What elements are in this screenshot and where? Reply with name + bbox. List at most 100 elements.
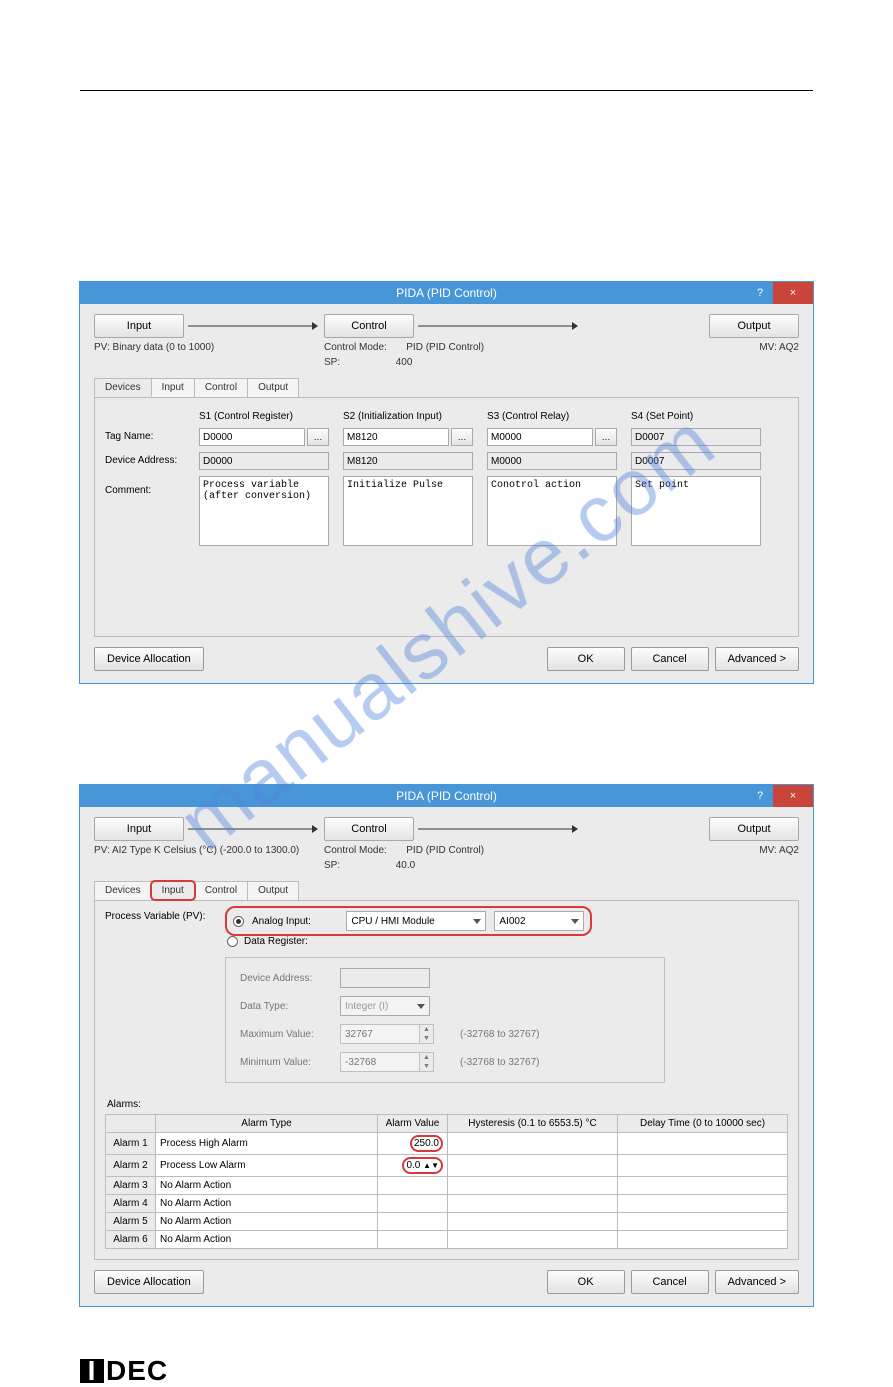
alarm-value-cell[interactable] (378, 1213, 448, 1231)
alarm-value-cell[interactable]: 250.0 (378, 1133, 448, 1155)
s2-browse-button[interactable]: … (451, 428, 473, 446)
alarm-hyst-cell[interactable] (448, 1213, 618, 1231)
devaddr-label: Device Address: (105, 452, 185, 466)
output-nav-button[interactable]: Output (709, 817, 799, 841)
alarm-delay-cell[interactable] (618, 1213, 788, 1231)
table-row[interactable]: Alarm 4 No Alarm Action (106, 1195, 788, 1213)
alarm-row-num: Alarm 1 (106, 1133, 156, 1155)
ok-button[interactable]: OK (547, 647, 625, 671)
tab-output[interactable]: Output (247, 881, 299, 900)
max-value-label: Maximum Value: (240, 1029, 340, 1040)
analog-input-label: Analog Input: (252, 916, 311, 927)
alarm-row-num: Alarm 2 (106, 1155, 156, 1177)
table-row[interactable]: Alarm 5 No Alarm Action (106, 1213, 788, 1231)
alarm-type-cell[interactable]: No Alarm Action (156, 1231, 378, 1249)
min-range: (-32768 to 32767) (460, 1057, 610, 1068)
alarm-type-cell[interactable]: Process High Alarm (156, 1133, 378, 1155)
control-nav-button[interactable]: Control (324, 817, 414, 841)
arrow-icon (188, 825, 318, 833)
s2-comment[interactable]: Initialize Pulse (343, 476, 473, 546)
device-allocation-button[interactable]: Device Allocation (94, 647, 204, 671)
sp-value: 40.0 (396, 860, 415, 871)
col-s3: S3 (Control Relay) (487, 408, 617, 422)
table-row[interactable]: Alarm 6 No Alarm Action (106, 1231, 788, 1249)
ok-button[interactable]: OK (547, 1270, 625, 1294)
comment-label: Comment: (105, 482, 185, 496)
alarm-value-cell[interactable]: 0.0 ▲▼ (378, 1155, 448, 1177)
alarm-hyst-cell[interactable] (448, 1195, 618, 1213)
alarm-delay-cell[interactable] (618, 1177, 788, 1195)
cancel-button[interactable]: Cancel (631, 647, 709, 671)
alarm-delay-cell[interactable] (618, 1195, 788, 1213)
titlebar: PIDA (PID Control) ? × (80, 282, 813, 304)
tab-control[interactable]: Control (194, 881, 248, 900)
cancel-button[interactable]: Cancel (631, 1270, 709, 1294)
s1-tagname-input[interactable] (199, 428, 305, 446)
alarm-value-cell[interactable] (378, 1231, 448, 1249)
alarm-col-num (106, 1115, 156, 1133)
s3-devaddr (487, 452, 617, 470)
table-row[interactable]: Alarm 1 Process High Alarm 250.0 (106, 1133, 788, 1155)
idec-logo: IDEC (80, 1355, 168, 1387)
pv-summary: PV: Binary data (0 to 1000) (94, 342, 324, 353)
input-nav-button[interactable]: Input (94, 817, 184, 841)
tab-input[interactable]: Input (151, 378, 195, 397)
s4-comment[interactable]: Set point (631, 476, 761, 546)
tab-control[interactable]: Control (194, 378, 248, 397)
arrow-icon (418, 322, 578, 330)
min-value-label: Minimum Value: (240, 1057, 340, 1068)
table-row[interactable]: Alarm 3 No Alarm Action (106, 1177, 788, 1195)
alarm-delay-cell[interactable] (618, 1133, 788, 1155)
s3-tagname-input[interactable] (487, 428, 593, 446)
s1-browse-button[interactable]: … (307, 428, 329, 446)
s1-comment[interactable]: Process variable (after conversion) (199, 476, 329, 546)
input-tab-body: Process Variable (PV): Analog Input: CPU… (94, 900, 799, 1260)
s2-devaddr (343, 452, 473, 470)
alarm-hyst-cell[interactable] (448, 1231, 618, 1249)
help-button[interactable]: ? (747, 785, 773, 807)
alarm-delay-cell[interactable] (618, 1155, 788, 1177)
alarm-row-num: Alarm 3 (106, 1177, 156, 1195)
analog-module-select[interactable]: CPU / HMI Module (346, 911, 486, 931)
data-register-radio[interactable] (227, 936, 238, 947)
analog-input-radio[interactable] (233, 916, 244, 927)
alarm-row-num: Alarm 5 (106, 1213, 156, 1231)
alarm-hyst-cell[interactable] (448, 1155, 618, 1177)
alarm-hyst-cell[interactable] (448, 1133, 618, 1155)
analog-channel-select[interactable]: AI002 (494, 911, 584, 931)
alarm-type-cell[interactable]: No Alarm Action (156, 1213, 378, 1231)
table-row[interactable]: Alarm 2 Process Low Alarm 0.0 ▲▼ (106, 1155, 788, 1177)
tab-devices[interactable]: Devices (94, 881, 152, 900)
advanced-button[interactable]: Advanced > (715, 1270, 799, 1294)
tab-devices[interactable]: Devices (94, 378, 152, 397)
alarm-hyst-cell[interactable] (448, 1177, 618, 1195)
advanced-button[interactable]: Advanced > (715, 647, 799, 671)
input-nav-button[interactable]: Input (94, 314, 184, 338)
data-type-label: Data Type: (240, 1001, 340, 1012)
max-spinner: ▲▼ (420, 1024, 434, 1044)
control-mode-label: Control Mode: (324, 845, 387, 856)
sp-label: SP: (324, 357, 340, 368)
alarm-value-cell[interactable] (378, 1177, 448, 1195)
alarm-type-cell[interactable]: Process Low Alarm (156, 1155, 378, 1177)
s3-browse-button[interactable]: … (595, 428, 617, 446)
help-button[interactable]: ? (747, 282, 773, 304)
tab-input[interactable]: Input (151, 881, 195, 900)
control-nav-button[interactable]: Control (324, 314, 414, 338)
s2-tagname-input[interactable] (343, 428, 449, 446)
tab-output[interactable]: Output (247, 378, 299, 397)
close-button[interactable]: × (773, 282, 813, 304)
s3-comment[interactable]: Conotrol action (487, 476, 617, 546)
alarm-type-cell[interactable]: No Alarm Action (156, 1195, 378, 1213)
max-range: (-32768 to 32767) (460, 1029, 610, 1040)
mv-summary: MV: AQ2 (584, 342, 799, 353)
alarm-type-cell[interactable]: No Alarm Action (156, 1177, 378, 1195)
alarm-delay-cell[interactable] (618, 1231, 788, 1249)
data-register-label: Data Register: (244, 936, 308, 947)
alarm-col-value: Alarm Value (378, 1115, 448, 1133)
alarm-value-cell[interactable] (378, 1195, 448, 1213)
device-allocation-button[interactable]: Device Allocation (94, 1270, 204, 1294)
output-nav-button[interactable]: Output (709, 314, 799, 338)
pida-dialog-input: PIDA (PID Control) ? × Input Control Out… (79, 784, 814, 1307)
close-button[interactable]: × (773, 785, 813, 807)
